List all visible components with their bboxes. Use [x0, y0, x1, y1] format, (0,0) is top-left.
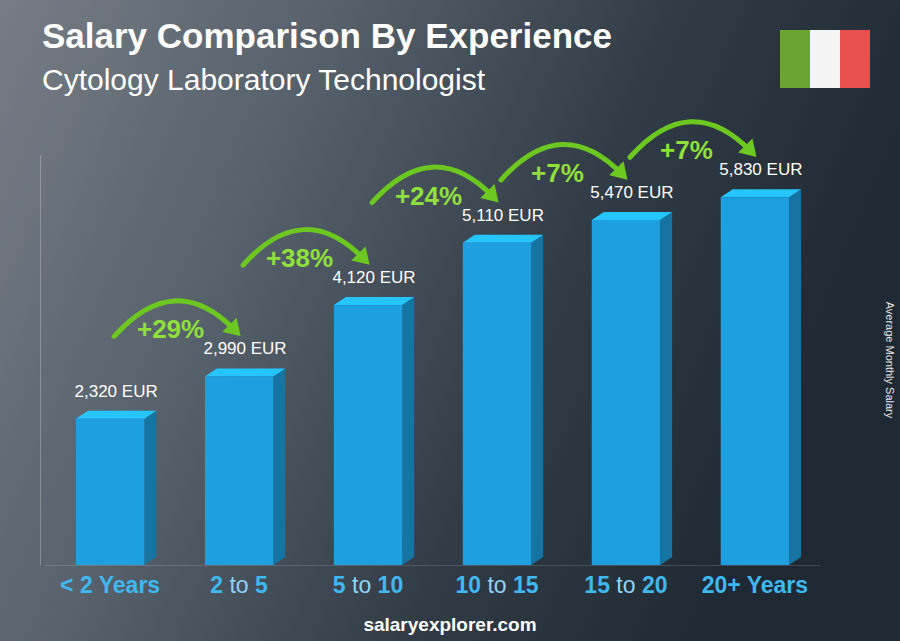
change-arrow-head: [222, 318, 240, 336]
x-tick-label: < 2 Years: [60, 572, 160, 598]
x-tick-label-part: to: [487, 572, 506, 598]
bar-side: [789, 189, 801, 565]
bar-group: [463, 235, 543, 565]
x-tick-label-part: 15: [584, 572, 610, 598]
bar-side: [273, 368, 285, 565]
x-tick-label-part: 20: [642, 572, 668, 598]
data-label: 5,110 EUR: [462, 206, 544, 225]
change-label: +7%: [660, 135, 713, 165]
bar-group: [592, 212, 672, 565]
x-tick-label-part: 15: [513, 572, 539, 598]
bar: [721, 197, 789, 565]
background: [0, 0, 900, 641]
flag-stripe: [810, 30, 840, 88]
x-tick-label-part: 10: [378, 572, 404, 598]
data-labels: 2,320 EUR 2,990 EUR 4,120 EUR 5,110 EUR 5,47…: [75, 160, 803, 400]
x-tick-label-part: Years: [747, 572, 808, 598]
chart-svg: Salary Comparison By Experience Cytology …: [0, 0, 900, 641]
bar-top: [76, 411, 156, 419]
title: Salary Comparison By Experience: [42, 16, 612, 55]
plot-area: [76, 189, 801, 565]
data-label: 4,120 EUR: [332, 268, 415, 287]
x-tick-label-part: 5: [255, 572, 268, 598]
bar-side: [144, 411, 156, 565]
data-label: 5,470 EUR: [590, 183, 673, 202]
data-label: 5,830 EUR: [719, 160, 802, 179]
change-label: +24%: [395, 181, 462, 211]
x-tick-label: 5 to 10: [333, 572, 403, 598]
flag-stripe: [780, 30, 810, 88]
bar-side: [531, 235, 543, 565]
bar: [205, 376, 273, 565]
bar-top: [592, 212, 672, 220]
y-axis-title: Average Monthly Salary: [884, 302, 896, 419]
x-tick-label-part: to: [229, 572, 248, 598]
y-axis-line: [40, 156, 41, 566]
x-axis-line: [46, 565, 821, 566]
x-tick: 2 to 5: [210, 565, 268, 598]
change-arrow-head: [480, 184, 498, 202]
change-label: +7%: [531, 158, 584, 188]
flag: [780, 30, 870, 88]
bar-side: [402, 297, 414, 565]
source: salaryexplorer.com: [363, 614, 536, 635]
x-tick-label: 20+ Years: [702, 572, 808, 598]
x-tick-label-part: 20+: [702, 572, 741, 598]
bar: [76, 419, 144, 565]
bar-top: [721, 189, 801, 197]
bar: [334, 305, 402, 565]
bar: [592, 220, 660, 565]
bar-group: [334, 297, 414, 565]
x-tick-label: 2 to 5: [210, 572, 268, 598]
change-arrow-head: [738, 139, 756, 157]
bar-top: [463, 235, 543, 243]
x-axis: < 2 Years2 to 55 to 1010 to 1515 to 2020…: [46, 565, 821, 598]
x-tick-label-part: Years: [99, 572, 160, 598]
bar-group: [205, 368, 285, 565]
change-label: +38%: [266, 243, 333, 273]
subtitle: Cytology Laboratory Technologist: [42, 63, 486, 96]
bar: [463, 243, 531, 565]
x-tick-label-part: to: [352, 572, 371, 598]
data-label: 2,320 EUR: [75, 382, 158, 401]
bar-group: [76, 411, 156, 565]
x-tick: 5 to 10: [333, 565, 403, 598]
x-tick-label: 15 to 20: [584, 572, 667, 598]
bar-group: [721, 189, 801, 565]
x-tick-label-part: 2: [210, 572, 223, 598]
x-tick-label-part: to: [616, 572, 635, 598]
data-label: 2,990 EUR: [203, 339, 286, 358]
bar-top: [334, 297, 414, 305]
x-tick-label-part: 5: [333, 572, 346, 598]
change-label: +29%: [137, 314, 204, 344]
change-arrow-head: [351, 246, 369, 264]
bar-top: [205, 368, 285, 376]
x-tick-label-part: 10: [455, 572, 481, 598]
x-tick: < 2 Years: [60, 565, 160, 598]
flag-stripe: [840, 30, 870, 88]
y-axis: [40, 156, 41, 566]
change-arrows: +29% +38% +24% +7% +7%: [114, 122, 756, 345]
background-overlay: [0, 0, 900, 641]
x-tick-label-part: <: [60, 572, 73, 598]
bar-side: [660, 212, 672, 565]
x-tick-label: 10 to 15: [455, 572, 538, 598]
change-arrow-head: [609, 161, 627, 179]
x-tick: 10 to 15: [455, 565, 538, 598]
x-tick: 15 to 20: [584, 565, 667, 598]
chart-container: Salary Comparison By Experience Cytology …: [0, 0, 900, 641]
x-tick-label-part: 2: [80, 572, 93, 598]
x-tick: 20+ Years: [702, 565, 808, 598]
